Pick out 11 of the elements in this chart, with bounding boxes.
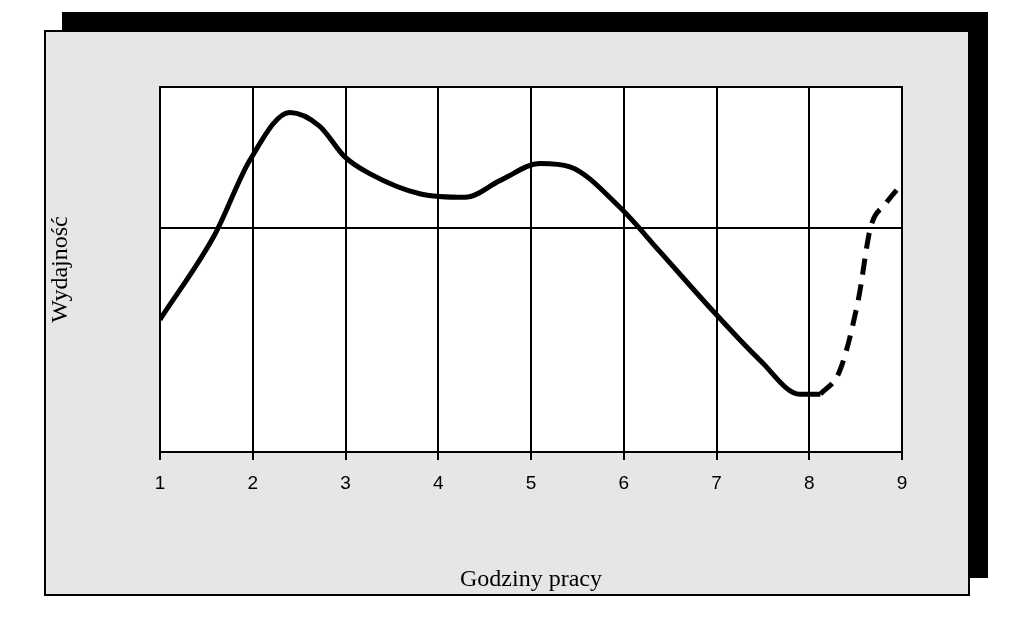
x-tick-label: 8	[803, 471, 815, 493]
x-axis-title: Godziny pracy	[460, 564, 602, 591]
x-tick-label: 3	[340, 471, 351, 493]
x-tick-label: 9	[896, 471, 908, 493]
x-tick-label: 1	[154, 471, 166, 493]
x-tick-label: 5	[525, 471, 537, 493]
y-axis-title: Wydajność	[45, 216, 72, 323]
x-tick-label: 6	[618, 471, 630, 493]
x-tick-label: 2	[247, 471, 259, 493]
x-tick-label: 4	[432, 471, 444, 493]
x-tick-label: 7	[711, 471, 722, 493]
